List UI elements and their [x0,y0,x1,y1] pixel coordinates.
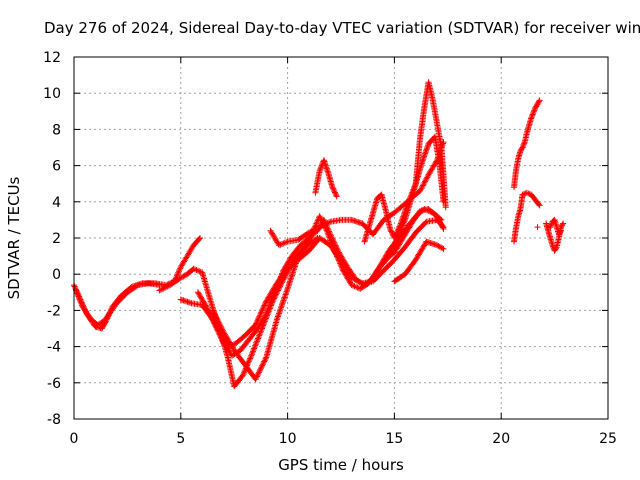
series-trace-7 [267,139,447,249]
series-trace-11 [391,238,447,285]
x-tick-label: 5 [176,431,185,447]
x-axis-title: GPS time / hours [278,456,404,474]
data-markers [391,238,447,285]
data-markers [312,157,340,200]
series-trace-10 [380,79,449,267]
y-tick-label: -6 [47,376,61,392]
series-trace-12 [511,97,543,191]
grid [74,57,608,419]
x-tick-label: 10 [279,431,297,447]
y-tick-label: 2 [52,231,61,247]
series-trace-8 [312,157,340,200]
x-tick-label: 15 [385,431,403,447]
data-markers [267,139,447,249]
chart-title: Day 276 of 2024, Sidereal Day-to-day VTE… [44,19,640,37]
y-axis-title: SDTVAR / TECUs [5,176,23,299]
x-tick-label: 0 [70,431,79,447]
series-trace-6 [209,235,321,383]
data-markers [209,235,321,383]
data-series [71,79,567,390]
data-markers [511,189,543,245]
y-tick-label: 8 [52,122,61,138]
data-markers [73,280,163,328]
data-markers [380,79,449,267]
y-tick-label: 4 [52,195,61,211]
data-markers [547,216,564,238]
x-tick-labels: 0 5 10 15 20 25 [70,431,617,447]
y-tick-label: 6 [52,159,61,175]
series-trace-14 [534,224,541,231]
series-trace-2 [73,280,163,328]
y-tick-label: 0 [52,267,61,283]
data-markers [511,97,543,191]
y-tick-label: -8 [47,412,61,428]
series-trace-16 [547,216,564,238]
y-tick-label: -4 [47,340,61,356]
y-tick-labels: -8 -6 -4 -2 0 2 4 6 8 10 12 [43,50,61,428]
y-tick-label: 10 [43,86,61,102]
axis-ticks [73,56,609,420]
y-tick-label: -2 [47,303,61,319]
x-tick-label: 25 [599,431,617,447]
data-markers [534,224,541,231]
x-tick-label: 20 [492,431,510,447]
y-tick-label: 12 [43,50,61,66]
series-trace-13 [511,189,543,245]
